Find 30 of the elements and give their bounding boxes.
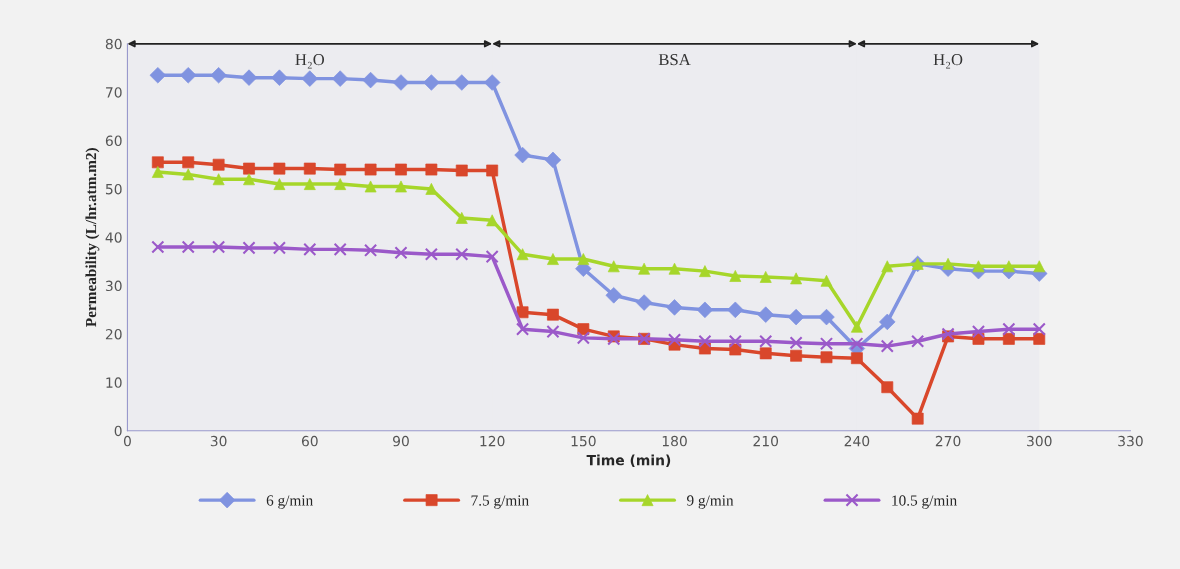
y-tick-label: 10 [106,377,122,388]
legend-label: 10.5 g/min [892,495,957,509]
band-label: H₂O [933,54,963,69]
y-tick-label: 20 [105,328,122,340]
x-tick-label: 300 [1027,435,1052,447]
x-tick-label: 210 [753,435,779,447]
legend-label: 7.5 g/min [471,495,529,509]
y-tick-label: 70 [106,87,122,98]
x-tick-label: 0 [123,435,131,447]
x-tick-label: 90 [393,435,409,447]
band-label: H₂O [295,54,325,69]
y-tick-label: 30 [105,280,122,292]
x-tick-label: 120 [480,435,505,447]
y-tick-label: 40 [105,232,122,243]
legend-label: 9 g/min [686,495,734,509]
y-tick-label: 80 [105,38,122,50]
x-tick-label: 150 [571,435,596,447]
x-tick-label: 180 [662,435,687,447]
x-tick-label: 30 [210,435,227,447]
x-tick-label: 60 [301,435,318,447]
y-tick-label: 60 [105,135,122,147]
x-axis-title: Time (min) [586,454,671,467]
legend-label: 6 g/min [266,495,313,509]
x-tick-label: 240 [844,435,870,447]
x-tick-label: 270 [935,435,961,447]
y-tick-label: 0 [114,425,122,437]
y-axis-title: Permeability (L/hr.atm.m2) [85,148,100,327]
y-tick-label: 50 [105,183,122,195]
band-label: BSA [658,54,691,66]
x-tick-label: 330 [1118,435,1143,447]
